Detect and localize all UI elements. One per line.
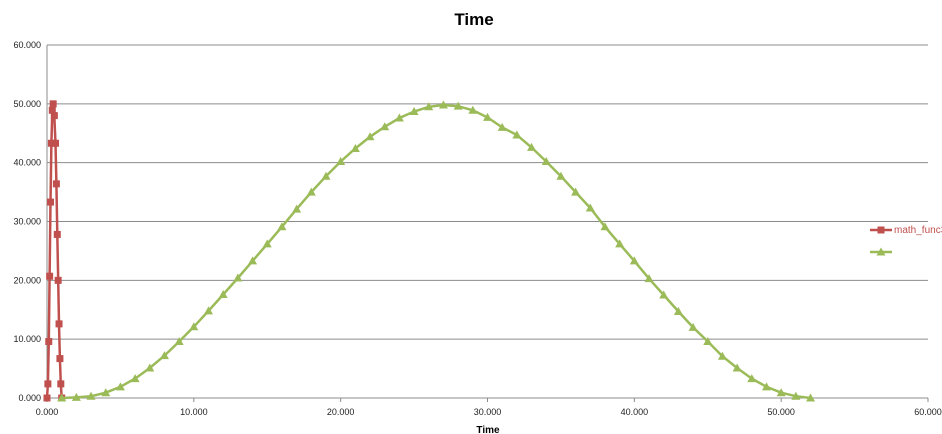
legend: math_func3 <box>870 225 942 256</box>
series-1-point <box>49 100 57 108</box>
series-1-point <box>54 276 62 284</box>
series-1-point <box>57 380 65 388</box>
series-2-point <box>306 187 316 196</box>
x-tick-label: 10.000 <box>180 407 208 417</box>
y-tick-label: 40.000 <box>13 158 41 168</box>
series-2-point <box>248 256 258 265</box>
series-1-point <box>47 139 55 147</box>
y-tick-label: 20.000 <box>13 275 41 285</box>
x-tick-label: 20.000 <box>327 407 355 417</box>
gridlines <box>47 44 928 340</box>
series-2-point <box>380 122 390 131</box>
series-2-point <box>541 156 551 165</box>
series-1-line <box>45 103 63 399</box>
x-tick-label: 40.000 <box>621 407 649 417</box>
series-2-point <box>806 393 816 402</box>
series-2-point <box>71 392 81 401</box>
series-1-point <box>47 198 55 206</box>
series-2 <box>57 100 816 402</box>
series-2-point <box>556 171 566 180</box>
series-1-point <box>55 320 63 328</box>
series-1-point <box>53 230 61 238</box>
series-2-point <box>468 105 478 114</box>
y-tick-label: 30.000 <box>13 217 41 227</box>
legend-swatch-marker <box>876 247 886 256</box>
series-2-point <box>600 222 610 231</box>
series-2-point <box>365 132 375 141</box>
series-2-point <box>717 351 727 360</box>
y-tick-label: 10.000 <box>13 334 41 344</box>
series-2-point <box>145 363 155 372</box>
series-2-point <box>747 374 757 383</box>
series-2-point <box>394 113 404 122</box>
series-2-point <box>497 122 507 131</box>
series-2-point <box>159 351 169 360</box>
series-2-line <box>61 103 811 400</box>
y-tick-label: 50.000 <box>13 99 41 109</box>
series-2-point <box>659 290 669 299</box>
series-2-point <box>732 363 742 372</box>
x-tick-label: 50.000 <box>767 407 795 417</box>
series-1-point <box>52 139 60 147</box>
series-2-point <box>262 239 272 248</box>
series-2-point <box>585 203 595 212</box>
series-2-point <box>174 337 184 346</box>
series-2-point <box>571 187 581 196</box>
x-axis-label: Time <box>476 425 500 434</box>
series-2-point <box>115 382 125 391</box>
series-1-point <box>45 338 53 346</box>
series-2-point <box>86 391 96 400</box>
series-2-point <box>791 391 801 400</box>
x-tick-label: 0.000 <box>36 407 59 417</box>
series-1-point <box>48 106 56 114</box>
legend-entry-1: math_func3 <box>870 225 942 236</box>
series-1-point <box>44 380 52 388</box>
y-tick-label: 0.000 <box>18 393 41 403</box>
series-2-point <box>438 100 448 109</box>
series-2-point <box>673 307 683 316</box>
series-1-point <box>46 272 54 280</box>
series-layer <box>43 100 816 402</box>
series-2-point <box>629 256 639 265</box>
series-2-point <box>483 112 492 121</box>
x-tick-label: 30.000 <box>474 407 502 417</box>
series-2-point <box>615 239 625 248</box>
legend-label: math_func3 <box>894 225 942 236</box>
legend-swatch-marker <box>877 226 885 234</box>
x-tick-label: 60.000 <box>914 407 942 417</box>
series-1-point <box>52 180 60 188</box>
y-tick-label: 60.000 <box>13 40 41 50</box>
series-2-point <box>703 337 713 346</box>
series-2-point <box>189 322 199 331</box>
series-2-point <box>57 393 67 402</box>
series-2-point <box>644 274 654 283</box>
series-2-point <box>292 204 302 213</box>
series-2-point <box>321 171 331 180</box>
series-2-point <box>101 388 111 397</box>
series-2-point <box>204 306 214 315</box>
series-2-point <box>527 142 537 151</box>
y-axis-ticks: 0.000 10.000 20.000 30.000 40.000 50.000 60.00… <box>13 40 41 403</box>
series-2-point <box>130 374 140 383</box>
series-1-point <box>50 112 58 120</box>
series-2-point <box>761 382 771 391</box>
series-2-point <box>424 102 434 111</box>
series-1-point <box>43 394 51 402</box>
series-2-point <box>512 130 522 139</box>
series-2-point <box>350 144 360 153</box>
series-2-point <box>277 222 287 231</box>
x-axis-ticks: 0.000 10.000 20.000 30.000 40.000 50.000 60.00… <box>36 398 942 417</box>
series-1-point <box>56 355 64 363</box>
series-2-point <box>776 388 786 397</box>
series-2-point <box>453 101 463 110</box>
series-2-point <box>218 289 228 298</box>
series-2-point <box>688 322 698 331</box>
series-2-point <box>409 106 419 115</box>
series-2-point <box>336 156 346 165</box>
legend-entry-2 <box>870 247 892 256</box>
chart-title: Time <box>454 10 493 29</box>
series-2-point <box>233 273 243 282</box>
